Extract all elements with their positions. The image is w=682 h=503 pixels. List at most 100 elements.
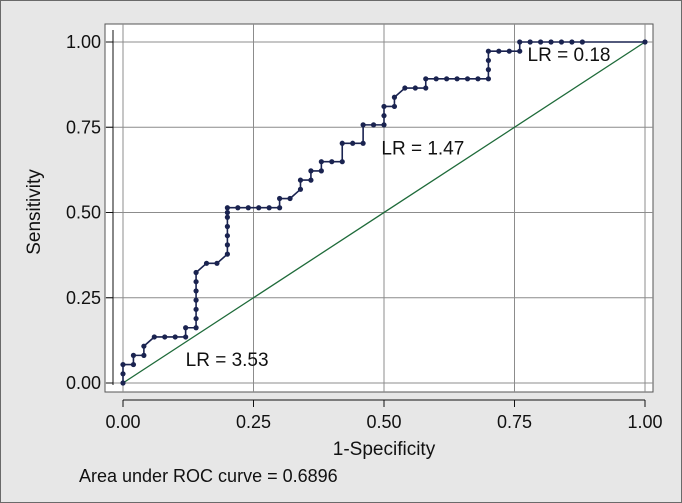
roc-point: [224, 214, 230, 220]
roc-point: [183, 334, 189, 340]
y-tick-label: 0.50: [66, 203, 101, 223]
roc-point: [548, 39, 554, 45]
roc-point: [287, 195, 293, 202]
roc-point: [381, 113, 387, 119]
roc-point: [339, 140, 345, 146]
roc-point: [224, 205, 230, 211]
roc-point: [485, 48, 491, 54]
y-tick-label: 0.75: [66, 117, 101, 137]
roc-point: [360, 140, 366, 146]
roc-point: [569, 39, 575, 45]
roc-point: [485, 76, 491, 82]
roc-point: [193, 288, 199, 294]
roc-point: [496, 48, 502, 54]
lr-annotation: LR = 1.47: [381, 139, 464, 160]
roc-point: [141, 343, 147, 349]
roc-point: [224, 223, 230, 230]
roc-point: [308, 177, 314, 183]
roc-point: [433, 76, 439, 82]
x-tick-label: 0.00: [105, 412, 140, 432]
roc-point: [297, 186, 304, 192]
roc-point: [339, 159, 345, 165]
roc-point: [297, 177, 304, 183]
lr-annotation: LR = 3.53: [186, 350, 269, 371]
roc-point: [183, 325, 189, 331]
roc-point: [193, 269, 199, 276]
roc-point: [266, 205, 272, 211]
roc-point: [381, 122, 387, 128]
roc-point: [120, 361, 126, 368]
roc-point: [120, 380, 126, 386]
y-tick-label: 1.00: [66, 32, 101, 52]
roc-point: [193, 325, 199, 331]
annotations: LR = 3.53 LR = 1.47 LR = 0.18: [186, 45, 611, 371]
reference-layer: [122, 41, 646, 384]
roc-point: [464, 76, 471, 82]
roc-point: [151, 334, 157, 340]
roc-point: [277, 195, 283, 202]
roc-layer: [120, 39, 648, 386]
x-tick-label: 1.00: [627, 412, 662, 432]
roc-point: [485, 57, 491, 64]
roc-point: [475, 76, 481, 82]
roc-point: [558, 39, 565, 45]
roc-point: [172, 334, 178, 340]
roc-point: [130, 361, 137, 368]
roc-point: [360, 122, 366, 128]
roc-point: [256, 205, 262, 211]
roc-point: [130, 352, 137, 358]
roc-point: [162, 334, 168, 340]
roc-point: [224, 209, 230, 216]
roc-point: [506, 48, 512, 54]
roc-point: [391, 94, 398, 100]
y-tick-label: 0.25: [66, 288, 101, 308]
roc-point: [517, 39, 523, 45]
roc-point: [402, 85, 408, 91]
lr-annotation: LR = 0.18: [528, 45, 611, 66]
reference-line: [122, 41, 646, 384]
roc-point: [245, 205, 251, 211]
roc-point: [517, 48, 523, 54]
roc-point: [318, 168, 324, 174]
auc-footnote: Area under ROC curve = 0.6896: [79, 466, 338, 486]
x-tick-label: 0.75: [497, 412, 532, 432]
roc-point: [370, 122, 377, 128]
roc-point: [444, 76, 450, 82]
x-ticks: 0.00 0.25 0.50 0.75 1.00: [105, 400, 663, 432]
y-tick-label: 0.00: [66, 373, 101, 393]
roc-point: [485, 67, 491, 73]
roc-point: [193, 297, 199, 303]
y-axis-label: Sensitivity: [24, 169, 45, 255]
roc-point: [329, 159, 335, 165]
x-axis-label: 1-Specificity: [333, 439, 436, 460]
y-ticks: 0.00 0.25 0.50 0.75 1.00: [66, 32, 113, 393]
roc-point: [381, 103, 387, 110]
roc-point: [193, 279, 199, 285]
roc-point: [308, 168, 314, 174]
roc-point: [120, 371, 126, 377]
roc-point: [454, 76, 460, 82]
roc-point: [224, 233, 230, 239]
roc-point: [193, 306, 199, 312]
roc-point: [193, 315, 199, 322]
x-tick-label: 0.25: [236, 412, 271, 432]
plot-area: [104, 23, 654, 393]
roc-point: [141, 352, 147, 358]
roc-point: [538, 39, 544, 45]
roc-point: [350, 140, 356, 146]
roc-point: [412, 85, 418, 91]
roc-point: [318, 159, 324, 165]
roc-point: [423, 76, 429, 82]
roc-point: [527, 39, 533, 45]
roc-point: [235, 205, 241, 211]
roc-point: [423, 85, 429, 91]
roc-point: [203, 260, 210, 266]
roc-point: [277, 205, 283, 211]
roc-point: [224, 251, 230, 257]
roc-point: [224, 242, 230, 248]
roc-point: [642, 39, 648, 45]
roc-point: [579, 39, 585, 45]
roc-point: [391, 103, 398, 110]
roc-point: [214, 260, 220, 266]
